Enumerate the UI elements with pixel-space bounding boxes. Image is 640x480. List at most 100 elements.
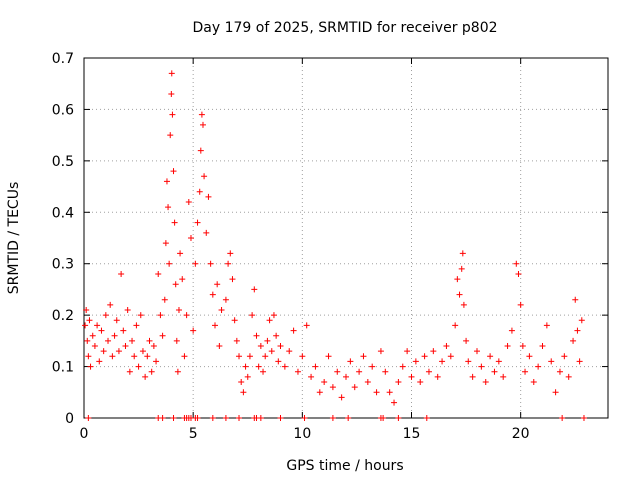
data-point-1-2	[159, 415, 166, 421]
data-point-0-100	[275, 358, 282, 365]
y-axis-label: SRMTID / TECUs	[6, 182, 22, 295]
data-point-0-45	[168, 91, 175, 97]
x-tick-label-3: 15	[403, 426, 421, 442]
data-point-0-134	[421, 353, 428, 360]
data-point-0-21	[122, 343, 129, 349]
data-point-0-120	[360, 353, 367, 360]
data-point-0-27	[135, 363, 142, 370]
data-point-0-25	[131, 353, 138, 360]
data-point-0-78	[227, 250, 234, 257]
data-point-0-41	[163, 178, 170, 185]
data-point-0-176	[574, 327, 581, 334]
data-point-0-47	[169, 111, 176, 118]
y-tick-label-6: 0.6	[52, 102, 74, 118]
data-point-0-148	[465, 358, 472, 365]
data-point-0-36	[155, 271, 162, 277]
data-point-0-55	[179, 276, 186, 283]
data-point-0-50	[172, 281, 179, 288]
data-point-0-43	[166, 260, 173, 267]
data-point-0-64	[197, 147, 204, 154]
data-point-0-89	[251, 286, 258, 293]
data-point-0-58	[185, 199, 192, 205]
data-point-0-20	[120, 327, 127, 334]
data-point-0-63	[196, 188, 203, 195]
data-point-0-138	[439, 358, 446, 365]
data-point-0-143	[456, 291, 463, 298]
data-point-0-102	[281, 363, 288, 370]
data-point-0-71	[209, 291, 216, 298]
data-point-0-104	[290, 327, 297, 334]
data-point-0-166	[535, 363, 542, 370]
data-point-0-114	[334, 368, 341, 375]
data-point-0-97	[268, 348, 275, 355]
data-point-0-62	[194, 219, 201, 226]
data-point-0-165	[530, 379, 537, 385]
data-point-0-29	[139, 348, 146, 355]
data-point-0-40	[162, 240, 169, 247]
x-tick-label-0: 0	[80, 426, 89, 442]
y-tick-label-7: 0.7	[52, 51, 74, 67]
data-point-0-107	[303, 322, 310, 329]
data-point-0-68	[203, 229, 210, 236]
data-point-0-69	[205, 193, 212, 200]
data-point-0-110	[316, 389, 323, 396]
data-point-0-170	[552, 389, 559, 396]
data-point-0-17	[113, 317, 120, 324]
data-point-1-17	[301, 415, 308, 421]
data-point-0-2	[84, 337, 91, 344]
y-tick-label-3: 0.3	[52, 257, 74, 273]
data-point-0-15	[109, 353, 116, 360]
data-point-0-119	[356, 368, 363, 375]
data-point-1-24	[559, 415, 566, 421]
data-point-0-169	[548, 358, 555, 365]
data-point-0-162	[519, 343, 526, 349]
data-point-0-75	[218, 307, 225, 313]
data-point-1-22	[395, 415, 402, 421]
data-point-0-140	[447, 353, 454, 360]
data-point-0-168	[543, 322, 550, 329]
data-point-1-12	[236, 415, 243, 421]
data-point-0-35	[153, 358, 160, 365]
y-tick-label-2: 0.2	[52, 308, 74, 324]
data-point-0-39	[161, 296, 168, 303]
data-point-0-54	[177, 250, 184, 257]
data-point-0-65	[198, 111, 205, 118]
data-point-0-42	[165, 204, 172, 211]
x-axis-label: GPS time / hours	[286, 458, 403, 474]
data-point-0-74	[216, 343, 223, 349]
data-point-0-112	[325, 353, 332, 360]
data-point-0-142	[454, 276, 461, 283]
data-point-1-3	[170, 415, 177, 421]
data-point-0-46	[168, 70, 175, 77]
chart-title: Day 179 of 2025, SRMTID for receiver p80…	[192, 20, 497, 36]
data-point-0-145	[459, 250, 466, 257]
y-tick-label-0: 0	[65, 411, 74, 427]
data-point-1-0	[85, 415, 92, 421]
data-point-0-44	[167, 132, 174, 139]
data-point-0-82	[236, 353, 243, 360]
data-point-0-177	[576, 358, 583, 365]
data-point-0-8	[94, 322, 101, 329]
data-point-1-15	[257, 415, 264, 421]
data-point-0-113	[329, 384, 336, 391]
data-point-0-99	[273, 332, 280, 339]
data-point-0-157	[504, 343, 511, 349]
data-point-0-84	[240, 389, 247, 396]
data-point-0-70	[207, 260, 214, 267]
data-point-0-81	[233, 337, 240, 344]
data-point-0-127	[391, 399, 398, 406]
data-point-0-159	[513, 260, 520, 267]
data-point-0-172	[561, 353, 568, 360]
data-point-0-122	[369, 363, 376, 370]
data-point-0-53	[175, 307, 182, 313]
data-point-0-116	[343, 373, 349, 380]
data-point-0-59	[187, 235, 194, 241]
data-point-0-80	[231, 317, 238, 324]
data-point-0-161	[517, 301, 524, 308]
data-point-0-139	[443, 343, 450, 349]
data-point-0-136	[430, 348, 437, 355]
data-point-0-52	[174, 368, 181, 375]
data-point-0-108	[308, 373, 315, 380]
data-point-0-117	[347, 358, 354, 365]
y-tick-label-5: 0.5	[52, 154, 74, 170]
